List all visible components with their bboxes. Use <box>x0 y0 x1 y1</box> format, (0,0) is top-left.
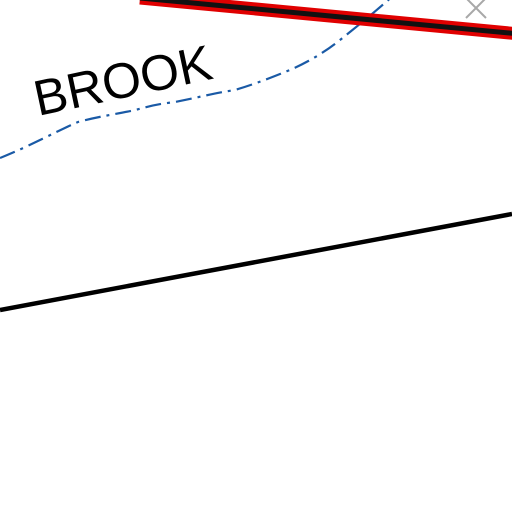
road-line <box>0 211 512 313</box>
stream-line <box>0 0 390 160</box>
boundary-marker-icon <box>465 0 487 19</box>
road-core-line <box>139 0 512 36</box>
